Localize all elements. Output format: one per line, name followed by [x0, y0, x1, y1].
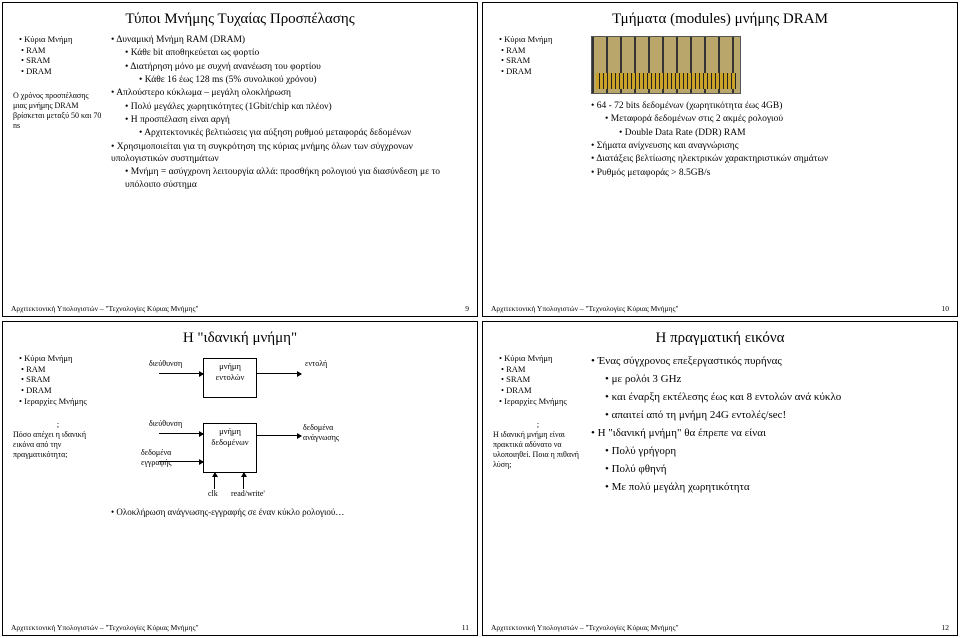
bullet: Η "ιδανική μνήμη" θα έπρεπε να είναι [591, 425, 947, 442]
side-item: RAM [501, 45, 583, 56]
arrow [257, 435, 301, 436]
bullet: και έναρξη εκτέλεσης έως και 8 εντολών α… [605, 389, 947, 406]
slide-title: Η πραγματική εικόνα [493, 330, 947, 347]
bullet: Κάθε 16 έως 128 ms (5% συνολικού χρόνου) [139, 74, 467, 86]
side-note-text: Πόσο απέχει η ιδανική εικόνα από την πρα… [13, 430, 103, 460]
bullet: Πολύ γρήγορη [605, 443, 947, 460]
caption: Ολοκλήρωση ανάγνωσης-εγγραφής σε έναν κύ… [111, 507, 467, 519]
slide-10: Τμήματα (modules) μνήμης DRAM Κύρια Μνήμ… [482, 2, 958, 317]
side-item: SRAM [501, 374, 583, 385]
memory-diagram: μνήμη εντολών διεύθυνση εντολή μνήμη δεδ… [111, 353, 371, 503]
slide-number: 10 [942, 304, 950, 313]
sidebar: Κύρια Μνήμη RAM SRAM DRAM Ιεραρχίες Μνήμ… [13, 353, 103, 520]
side-note: Ο χρόνος προσπέλασης μιας μνήμης DRAM βρ… [13, 91, 103, 131]
side-item: RAM [21, 364, 103, 375]
footer: Αρχιτεκτονική Υπολογιστών – "Τεχνολογίες… [491, 623, 949, 632]
box-instr-mem: μνήμη εντολών [203, 358, 257, 398]
bullet: Χρησιμοποιείται για τη συγκρότηση της κύ… [111, 141, 467, 166]
side-item: Ιεραρχίες Μνήμης [499, 396, 583, 407]
slide-number: 12 [942, 623, 950, 632]
side-item: DRAM [501, 66, 583, 77]
slide-columns: Κύρια Μνήμη RAM SRAM DRAM Ο χρόνος προσπ… [13, 34, 467, 192]
side-item: Κύρια Μνήμη [499, 34, 583, 45]
slide-columns: Κύρια Μνήμη RAM SRAM DRAM Ιεραρχίες Μνήμ… [493, 353, 947, 497]
slide-title: Τμήματα (modules) μνήμης DRAM [493, 11, 947, 28]
slide-title: Η "ιδανική μνήμη" [13, 330, 467, 347]
slide-columns: Κύρια Μνήμη RAM SRAM DRAM 64 - 72 bits δ… [493, 34, 947, 180]
side-item: DRAM [21, 385, 103, 396]
label-clk: clk [208, 489, 218, 499]
bullet: Η προσπέλαση είναι αργή [125, 114, 467, 126]
main-content: 64 - 72 bits δεδομένων (χωρητικότητα έως… [591, 34, 947, 180]
arrow [159, 433, 203, 434]
label-rdata: δεδομένα ανάγνωσης [303, 423, 363, 444]
slide-columns: Κύρια Μνήμη RAM SRAM DRAM Ιεραρχίες Μνήμ… [13, 353, 467, 520]
side-note: ; Η ιδανική μνήμη είναι πρακτικά αδύνατο… [493, 420, 583, 470]
side-item: Κύρια Μνήμη [19, 353, 103, 364]
bullet: Με πολύ μεγάλη χωρητικότητα [605, 479, 947, 496]
label-addr2: διεύθυνση [149, 419, 182, 429]
main-content: μνήμη εντολών διεύθυνση εντολή μνήμη δεδ… [111, 353, 467, 520]
main-content: Δυναμική Μνήμη RAM (DRAM) Κάθε bit αποθη… [111, 34, 467, 192]
slide-number: 9 [465, 304, 469, 313]
sidebar: Κύρια Μνήμη RAM SRAM DRAM Ο χρόνος προσπ… [13, 34, 103, 192]
bullet: Ρυθμός μεταφοράς > 8.5GB/s [591, 167, 947, 179]
slide-11: Η "ιδανική μνήμη" Κύρια Μνήμη RAM SRAM D… [2, 321, 478, 636]
side-item: SRAM [501, 55, 583, 66]
main-content: Ένας σύγχρονος επεξεργαστικός πυρήνας με… [591, 353, 947, 497]
slide-number: 11 [462, 623, 469, 632]
bullet: απαιτεί από τη μνήμη 24G εντολές/sec! [605, 407, 947, 424]
bullet: Πολύ φθηνή [605, 461, 947, 478]
arrow [214, 473, 215, 489]
bullet: Διατήρηση μόνο με συχνή ανανέωση του φορ… [125, 61, 467, 73]
side-item: DRAM [21, 66, 103, 77]
side-item: Κύρια Μνήμη [19, 34, 103, 45]
slide-9: Τύποι Μνήμης Τυχαίας Προσπέλασης Κύρια Μ… [2, 2, 478, 317]
side-item: SRAM [21, 374, 103, 385]
side-note-head: ; [13, 420, 103, 430]
footer-text: Αρχιτεκτονική Υπολογιστών – "Τεχνολογίες… [11, 304, 199, 313]
arrow [243, 473, 244, 489]
label-rw: read/write' [231, 489, 265, 499]
footer-text: Αρχιτεκτονική Υπολογιστών – "Τεχνολογίες… [491, 623, 679, 632]
label-instr: εντολή [305, 359, 327, 369]
bullet: Double Data Rate (DDR) RAM [619, 127, 947, 139]
side-item: SRAM [21, 55, 103, 66]
bullet: Σήματα ανίχνευσης και αναγνώρισης [591, 140, 947, 152]
dram-module-image [591, 36, 741, 94]
side-item: RAM [21, 45, 103, 56]
bullet: με ρολόι 3 GHz [605, 371, 947, 388]
footer-text: Αρχιτεκτονική Υπολογιστών – "Τεχνολογίες… [11, 623, 199, 632]
bullet: Μνήμη = ασύγχρονη λειτουργία αλλά: προσθ… [125, 166, 467, 191]
box-data-mem: μνήμη δεδομένων [203, 423, 257, 473]
label-wdata: δεδομένα εγγραφής [141, 448, 201, 469]
bullet: Κάθε bit αποθηκεύεται ως φορτίο [125, 47, 467, 59]
bullet: Ένας σύγχρονος επεξεργαστικός πυρήνας [591, 353, 947, 370]
side-note-text: Η ιδανική μνήμη είναι πρακτικά αδύνατο ν… [493, 430, 583, 470]
arrow [257, 373, 301, 374]
side-item: RAM [501, 364, 583, 375]
footer: Αρχιτεκτονική Υπολογιστών – "Τεχνολογίες… [11, 304, 469, 313]
bullet: Μεταφορά δεδομένων στις 2 ακμές ρολογιού [605, 113, 947, 125]
footer: Αρχιτεκτονική Υπολογιστών – "Τεχνολογίες… [491, 304, 949, 313]
bullet: Αρχιτεκτονικές βελτιώσεις για αύξηση ρυθ… [139, 127, 467, 139]
footer-text: Αρχιτεκτονική Υπολογιστών – "Τεχνολογίες… [491, 304, 679, 313]
side-note: ; Πόσο απέχει η ιδανική εικόνα από την π… [13, 420, 103, 460]
bullet: Δυναμική Μνήμη RAM (DRAM) [111, 34, 467, 46]
bullet: 64 - 72 bits δεδομένων (χωρητικότητα έως… [591, 100, 947, 112]
bullet: Διατάξεις βελτίωσης ηλεκτρικών χαρακτηρι… [591, 153, 947, 165]
side-item: Ιεραρχίες Μνήμης [19, 396, 103, 407]
slide-12: Η πραγματική εικόνα Κύρια Μνήμη RAM SRAM… [482, 321, 958, 636]
side-item: DRAM [501, 385, 583, 396]
bullet: Απλούστερο κύκλωμα – μεγάλη ολοκλήρωση [111, 87, 467, 99]
side-note-head: ; [493, 420, 583, 430]
label-addr: διεύθυνση [149, 359, 182, 369]
sidebar: Κύρια Μνήμη RAM SRAM DRAM Ιεραρχίες Μνήμ… [493, 353, 583, 497]
side-item: Κύρια Μνήμη [499, 353, 583, 364]
sidebar: Κύρια Μνήμη RAM SRAM DRAM [493, 34, 583, 180]
footer: Αρχιτεκτονική Υπολογιστών – "Τεχνολογίες… [11, 623, 469, 632]
bullet: Πολύ μεγάλες χωρητικότητες (1Gbit/chip κ… [125, 101, 467, 113]
slide-title: Τύποι Μνήμης Τυχαίας Προσπέλασης [13, 11, 467, 28]
arrow [159, 373, 203, 374]
